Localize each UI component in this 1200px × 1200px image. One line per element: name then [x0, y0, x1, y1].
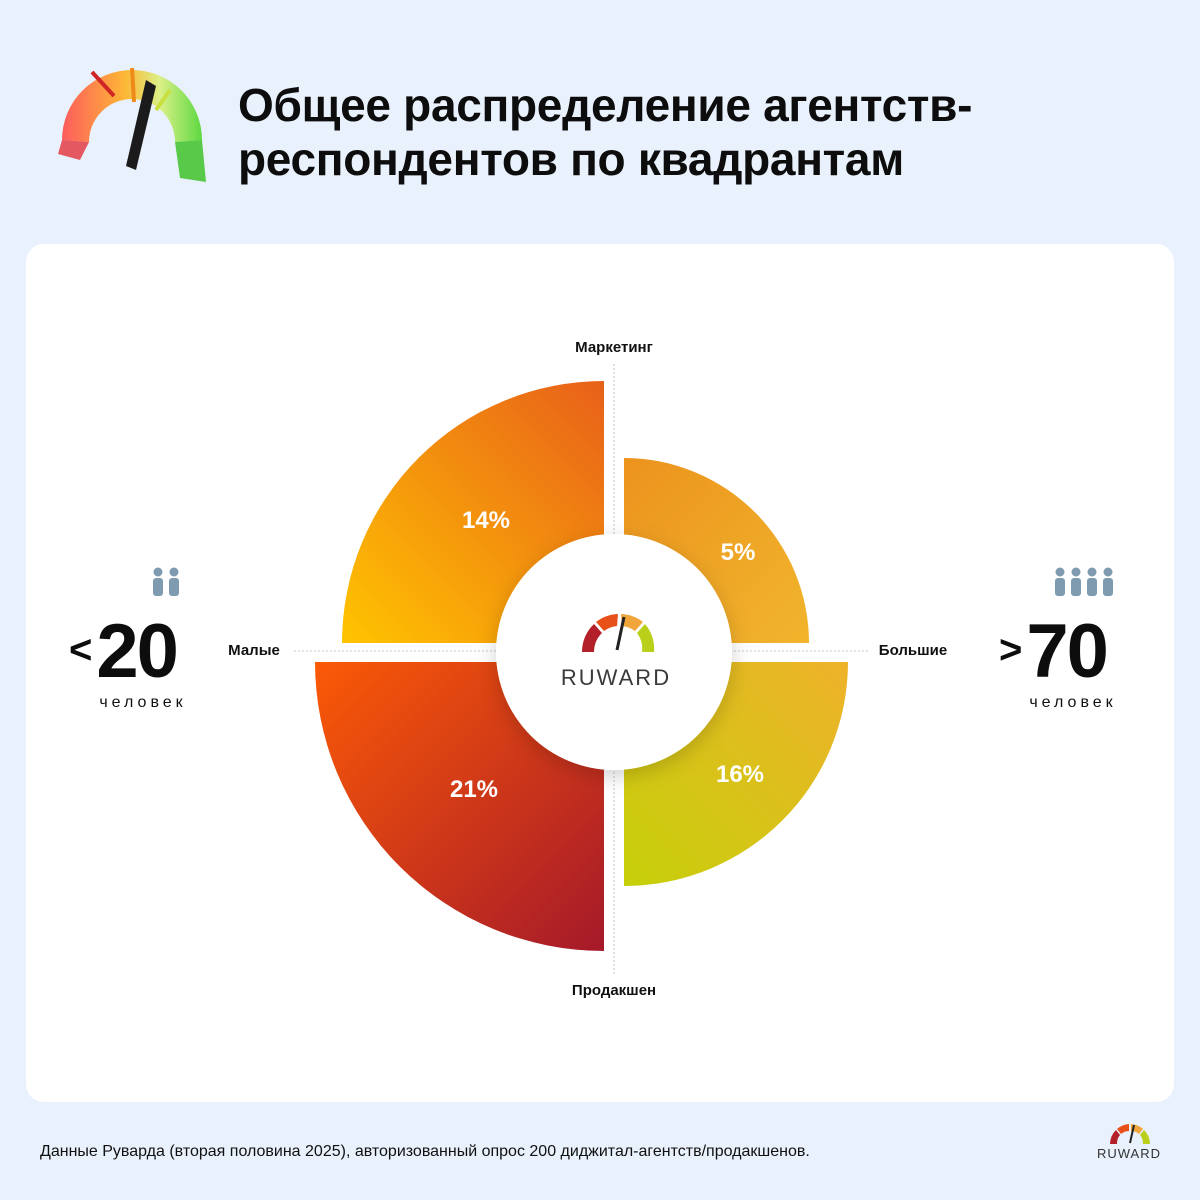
label-small-marketing: 14% [462, 507, 510, 534]
label-large-production: 16% [716, 761, 764, 788]
footer-note: Данные Руварда (вторая половина 2025), а… [40, 1143, 810, 1160]
size-small-number: <20 [58, 612, 188, 690]
size-large-block: >70 человек [988, 612, 1118, 712]
four-people-icon [1055, 567, 1113, 596]
axis-label-right: Большие [879, 642, 947, 659]
quadrant-chart: 14% 5% 16% 21% RUWARD Маркетинг Продакше… [153, 339, 1113, 999]
label-small-production: 21% [450, 776, 498, 803]
footer-logo-text: RUWARD [1096, 1146, 1161, 1161]
page-title: Общее распределение агентств- респондент… [238, 78, 1138, 186]
axis-label-left: Малые [228, 642, 280, 659]
axis-label-top: Маркетинг [575, 339, 653, 356]
size-small-block: <20 человек [58, 612, 188, 712]
size-large-number: >70 [988, 612, 1118, 690]
speedometer-logo-icon [58, 67, 206, 182]
size-small-value: 20 [96, 609, 179, 694]
chart-card: 14% 5% 16% 21% RUWARD Маркетинг Продакше… [26, 244, 1174, 1102]
center-circle [496, 534, 732, 770]
footer-speedometer-icon [1110, 1124, 1150, 1144]
size-large-unit: человек [1029, 694, 1117, 711]
center-logo-text: RUWARD [561, 665, 671, 690]
center-speedometer-icon [581, 614, 655, 652]
size-small-unit: человек [99, 694, 187, 711]
axis-label-bottom: Продакшен [572, 982, 656, 999]
label-large-marketing: 5% [721, 539, 756, 566]
two-people-icon [153, 567, 179, 596]
title-line-2: респондентов по квадрантам [238, 133, 904, 185]
size-large-value: 70 [1026, 609, 1109, 694]
title-line-1: Общее распределение агентств- [238, 79, 973, 131]
size-small-sign: < [69, 628, 93, 672]
size-large-sign: > [999, 628, 1023, 672]
